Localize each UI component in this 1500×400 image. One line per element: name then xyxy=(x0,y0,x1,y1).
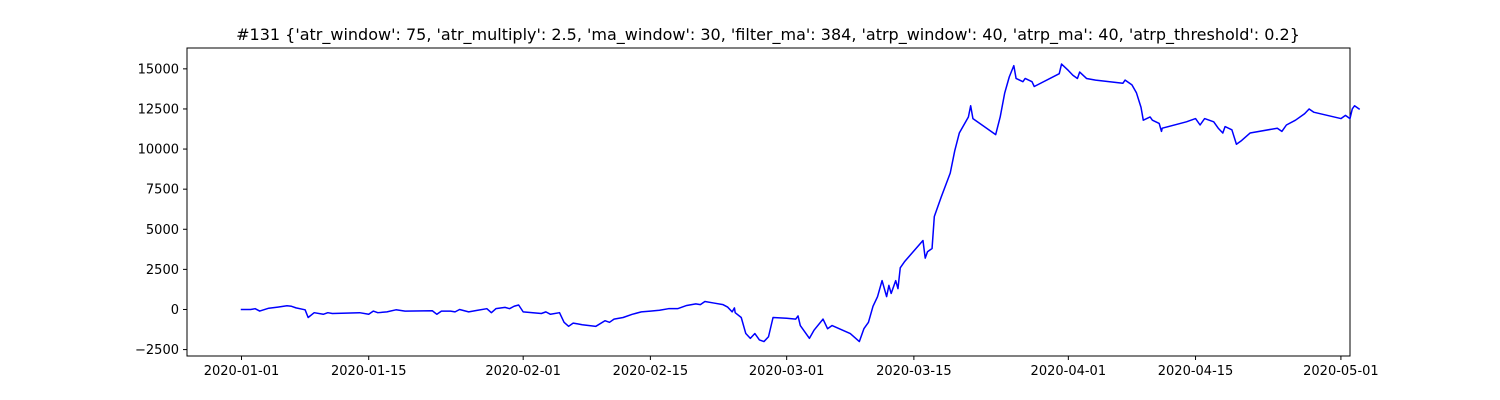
plot-frame xyxy=(186,47,1351,357)
x-tick-label: 2020-04-15 xyxy=(1158,364,1234,379)
x-tick-label: 2020-03-15 xyxy=(876,364,952,379)
y-tick-label: 0 xyxy=(171,303,179,318)
y-tick-label: 5000 xyxy=(146,223,179,238)
y-tick-label: 15000 xyxy=(138,62,179,77)
x-tick-label: 2020-05-01 xyxy=(1303,364,1379,379)
y-tick-label: 7500 xyxy=(146,183,179,198)
y-tick-label: 2500 xyxy=(146,263,179,278)
y-tick-label: 12500 xyxy=(138,102,179,117)
y-tick-label: 10000 xyxy=(138,143,179,158)
x-tick-label: 2020-03-01 xyxy=(749,364,825,379)
x-tick-label: 2020-02-01 xyxy=(485,364,561,379)
x-tick-label: 2020-04-01 xyxy=(1031,364,1107,379)
series-layer xyxy=(240,63,1361,343)
axes-layer: 2020-01-01 2020-01-15 2020-02-01 2020-02-15… xyxy=(135,47,1379,379)
x-tick-label: 2020-01-15 xyxy=(331,364,407,379)
chart-title: #131 {'atr_window': 75, 'atr_multiply': … xyxy=(236,25,1300,45)
x-tick-label: 2020-02-15 xyxy=(613,364,689,379)
series-line-0 xyxy=(240,63,1361,343)
y-tick-label: −2500 xyxy=(135,343,179,358)
x-tick-label: 2020-01-01 xyxy=(204,364,280,379)
